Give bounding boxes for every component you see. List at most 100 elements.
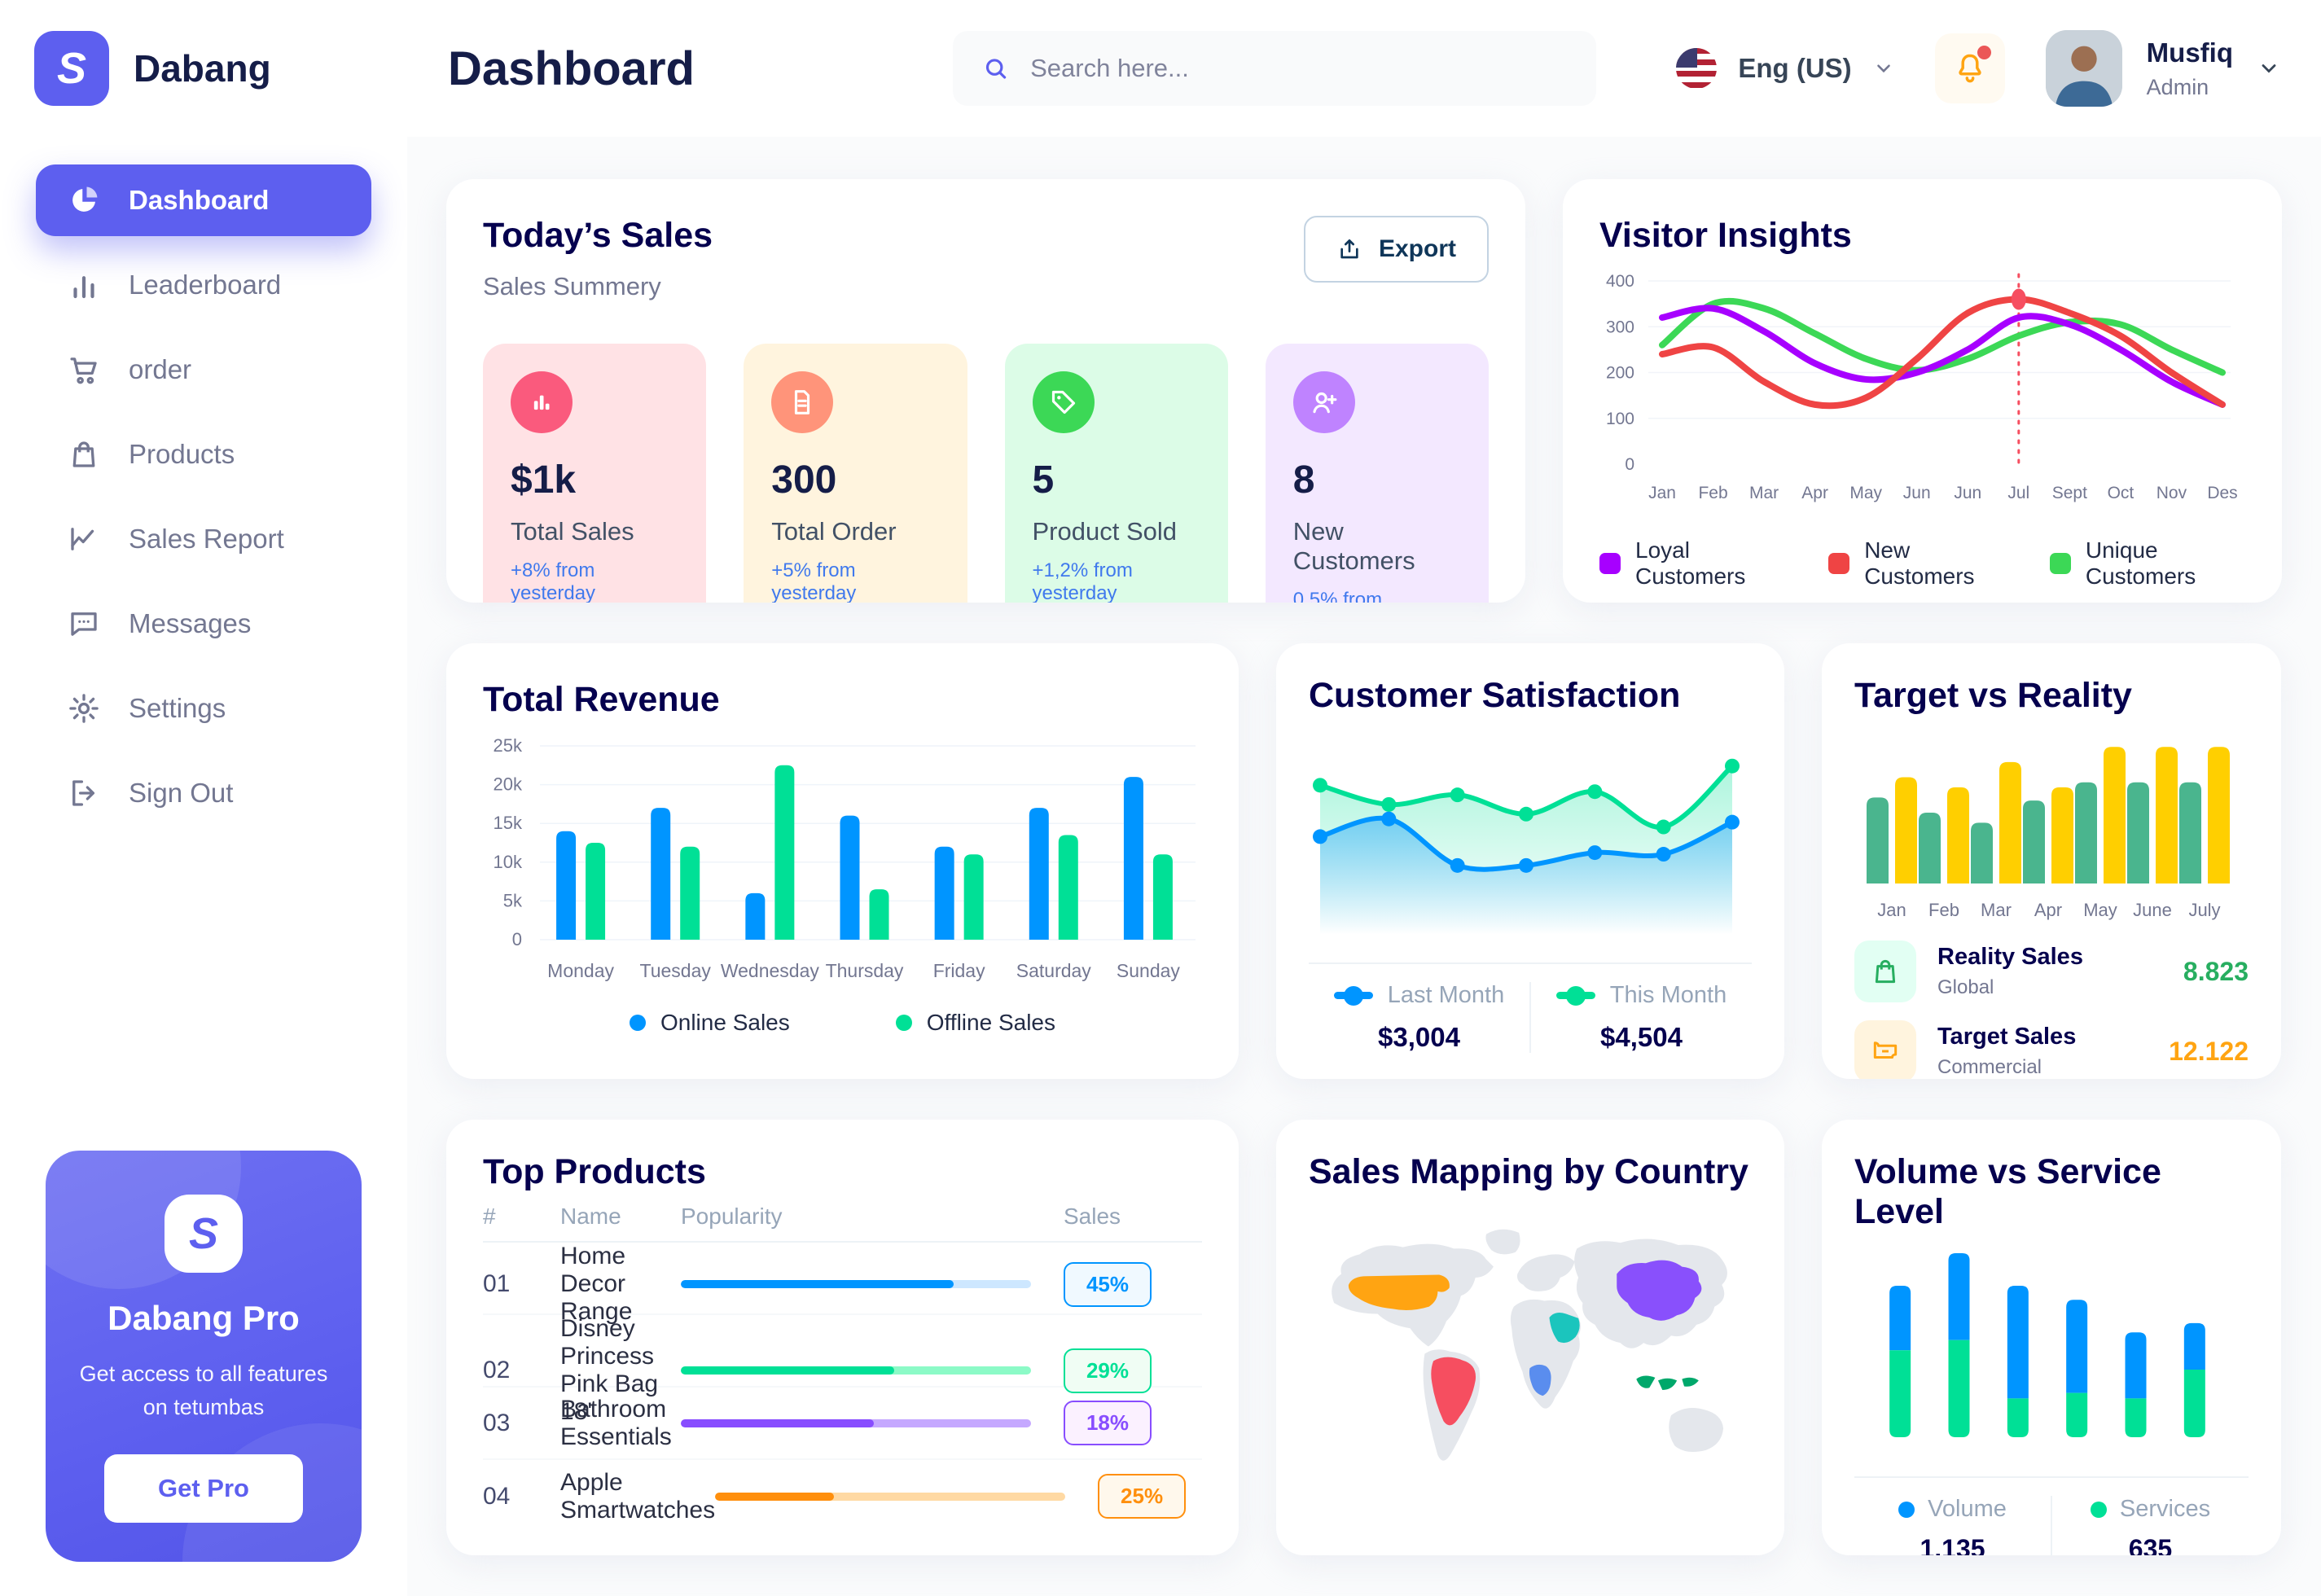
volume-total: 1,135 <box>1920 1534 1985 1555</box>
volume-dot <box>1898 1501 1915 1518</box>
svg-text:May: May <box>2083 900 2117 920</box>
export-icon <box>1340 239 1358 259</box>
svg-text:July: July <box>2188 900 2220 920</box>
target-vs-reality-card: Target vs Reality Jan Feb Mar Apr May June Jul… <box>1822 643 2281 1079</box>
svg-text:Jan: Jan <box>1877 900 1906 920</box>
sales-mapping-title: Sales Mapping by Country <box>1309 1152 1748 1191</box>
user-role: Admin <box>2146 74 2209 99</box>
stat-value: 8 <box>1292 458 1315 502</box>
user-menu[interactable]: Musfiq Admin <box>2045 30 2280 107</box>
top-header: Dashboard Eng (US) <box>407 0 2321 137</box>
sidebar-item-order[interactable]: order <box>36 334 371 406</box>
online-sales-dot <box>629 1015 646 1031</box>
pro-upsell-card: S Dabang Pro Get access to all features … <box>46 1151 362 1562</box>
get-pro-button[interactable]: Get Pro <box>104 1454 303 1523</box>
sidebar-item-label: Settings <box>129 693 226 723</box>
notifications-button[interactable] <box>1934 33 2005 103</box>
svg-text:Wednesday: Wednesday <box>721 960 820 981</box>
services-dot <box>2090 1501 2107 1518</box>
stat-card-total-order: 300 Total Order +5% from yesterday <box>744 344 967 603</box>
country-dr-congo <box>1529 1364 1551 1396</box>
svg-text:10k: 10k <box>494 852 523 872</box>
visitor-insights-legend: Loyal Customers New Customers Unique Cus… <box>1599 537 2245 590</box>
stat-delta: +1,2% from yesterday <box>1032 559 1133 603</box>
svg-text:Feb: Feb <box>1928 900 1959 920</box>
sidebar-item-settings[interactable]: Settings <box>36 673 371 744</box>
svg-text:Feb: Feb <box>1698 484 1727 502</box>
total-revenue-title: Total Revenue <box>483 680 720 719</box>
sidebar-item-leaderboard[interactable]: Leaderboard <box>36 249 371 321</box>
volume-vs-service-legend: Volume 1,135 Services 635 <box>1854 1496 2249 1555</box>
brand-logo-icon: S <box>34 31 109 106</box>
unique-customers-swatch <box>2049 553 2071 574</box>
sidebar-item-label: Sales Report <box>129 524 284 554</box>
reality-sales-legend-row: Reality Sales Global 8.823 <box>1854 940 2249 1002</box>
volume-vs-service-card: Volume vs Service Level Volume 1,135 Ser… <box>1822 1120 2281 1555</box>
customer-satisfaction-chart <box>1313 758 1740 935</box>
svg-text:Mar: Mar <box>1981 900 2012 920</box>
cart-icon <box>70 357 97 384</box>
sidebar-nav: Dashboard Leaderboard order Products Sal… <box>0 164 407 829</box>
last-month-marker <box>1333 992 1373 999</box>
stat-label: New Customers <box>1292 517 1415 575</box>
svg-text:0: 0 <box>1625 455 1634 474</box>
dashboard-content: Today’s Sales Sales Summery Export <box>407 137 2321 1588</box>
stat-label: Product Sold <box>1032 517 1178 546</box>
page-title: Dashboard <box>448 42 695 95</box>
today-sales-card: Today’s Sales Sales Summery Export <box>446 179 1525 603</box>
visitor-insights-chart: 0 100 200 300 400 Jan Feb Mar Apr May Jun Jun Jul Sep… <box>1606 272 2238 502</box>
svg-text:Friday: Friday <box>933 960 985 981</box>
search-input[interactable] <box>1029 53 1567 84</box>
stat-value: $1k <box>511 458 577 502</box>
svg-text:Sunday: Sunday <box>1117 960 1181 981</box>
sidebar-item-products[interactable]: Products <box>36 419 371 490</box>
main-area: Dashboard Eng (US) <box>407 0 2321 1596</box>
top-products-header: # Name Popularity Sales <box>483 1192 1202 1243</box>
today-sales-title: Today’s Sales <box>483 216 713 255</box>
svg-text:0: 0 <box>512 929 522 949</box>
chevron-down-icon <box>1876 64 1890 73</box>
language-selector[interactable]: Eng (US) <box>1676 48 1893 89</box>
sales-mapping-card: Sales Mapping by Country <box>1276 1120 1784 1555</box>
export-button[interactable]: Export <box>1303 216 1489 283</box>
sales-badge: 25% <box>1098 1474 1187 1519</box>
offline-sales-dot <box>895 1015 912 1031</box>
continent-europe <box>1517 1254 1575 1291</box>
stat-delta: +8% from yesterday <box>511 559 596 603</box>
sales-chart-icon <box>511 371 573 433</box>
avatar <box>2045 30 2122 107</box>
volume-vs-service-title: Volume vs Service Level <box>1854 1152 2161 1231</box>
language-label: Eng (US) <box>1738 53 1852 83</box>
sidebar-item-label: Leaderboard <box>129 270 282 300</box>
pro-description: Get access to all features on tetumbas <box>79 1361 328 1419</box>
svg-text:May: May <box>1849 484 1882 502</box>
top-products-card: Top Products # Name Popularity Sales 01 … <box>446 1120 1239 1555</box>
country-brazil <box>1431 1357 1476 1426</box>
svg-text:200: 200 <box>1606 364 1634 383</box>
continent-greenland <box>1485 1229 1520 1255</box>
country-united-states <box>1348 1274 1450 1310</box>
sidebar-item-sales-report[interactable]: Sales Report <box>36 503 371 575</box>
divider <box>1854 1476 2249 1478</box>
sales-badge: 18% <box>1064 1401 1152 1445</box>
this-month-marker <box>1555 992 1595 999</box>
popularity-bar <box>681 1280 1031 1288</box>
bell-icon <box>1959 54 1981 83</box>
svg-text:400: 400 <box>1606 272 1634 291</box>
new-customers-swatch <box>1828 553 1850 574</box>
table-row: 04 Apple Smartwatches 25% <box>483 1460 1202 1532</box>
stat-value: 300 <box>771 458 837 502</box>
stat-label: Total Sales <box>511 517 634 546</box>
sidebar-item-sign-out[interactable]: Sign Out <box>36 757 371 829</box>
svg-text:Jan: Jan <box>1648 484 1676 502</box>
sidebar-item-dashboard[interactable]: Dashboard <box>36 164 371 236</box>
customer-satisfaction-title: Customer Satisfaction <box>1309 676 1681 715</box>
svg-text:Thursday: Thursday <box>826 960 904 981</box>
sidebar-item-messages[interactable]: Messages <box>36 588 371 660</box>
today-sales-subtitle: Sales Summery <box>483 272 661 300</box>
popularity-bar <box>681 1366 1031 1375</box>
loyal-customers-swatch <box>1599 553 1621 574</box>
svg-text:300: 300 <box>1606 318 1634 336</box>
sales-badge: 29% <box>1064 1348 1152 1393</box>
stat-card-total-sales: $1k Total Sales +8% from yesterday <box>483 344 707 603</box>
